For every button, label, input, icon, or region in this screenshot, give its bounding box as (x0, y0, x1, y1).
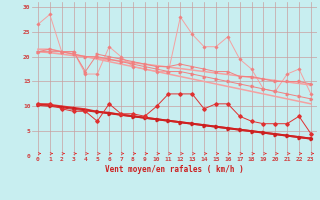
X-axis label: Vent moyen/en rafales ( km/h ): Vent moyen/en rafales ( km/h ) (105, 165, 244, 174)
